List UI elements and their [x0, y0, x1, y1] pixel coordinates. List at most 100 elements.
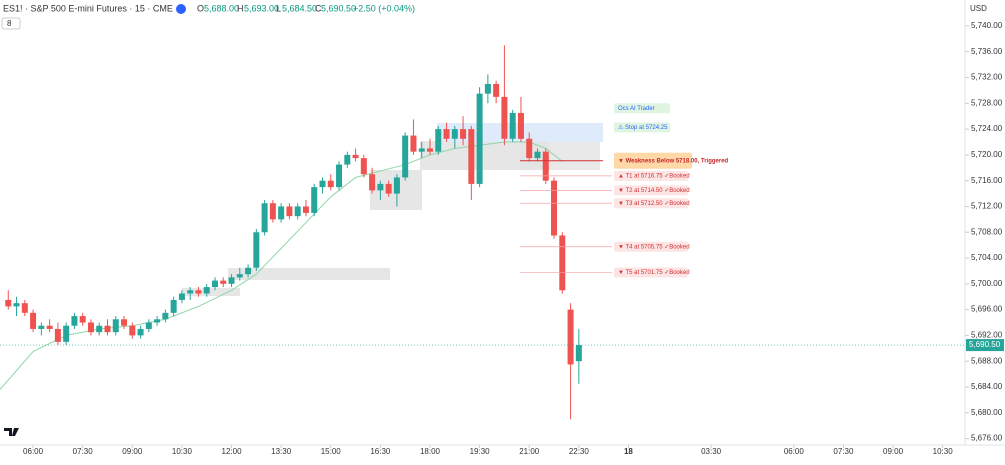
- x-tick-label: 12:00: [222, 447, 243, 456]
- candle-body: [261, 203, 268, 233]
- candle-body: [551, 180, 558, 236]
- annotation-label: ▼ T5 at 5701.75 ✓Booked: [618, 270, 690, 276]
- candle-body: [493, 83, 500, 97]
- annotation: ▲ T1 at 5716.75 ✓Booked: [520, 170, 690, 181]
- candle-body: [162, 312, 169, 320]
- o-label: O: [197, 3, 204, 13]
- annotation-label: ⚠ Stop at 5724.25: [618, 124, 668, 131]
- candle-body: [468, 129, 475, 184]
- candle-body: [369, 174, 376, 191]
- candle-body: [79, 316, 86, 323]
- y-tick-label: 5,684.00: [971, 382, 1003, 391]
- annotation-box: [614, 170, 688, 181]
- candle-body: [112, 319, 119, 333]
- candle-body: [278, 206, 285, 220]
- candle-body: [220, 280, 227, 284]
- annotation-label: ▼ Weakness Below 5718.00, Triggered: [618, 158, 729, 164]
- annotation-box: [614, 241, 688, 252]
- candle-body: [385, 183, 392, 194]
- annotation-box: [614, 185, 688, 196]
- annotation-box: [614, 122, 670, 133]
- candle-body: [410, 135, 417, 152]
- candle-body: [418, 148, 425, 152]
- x-tick-label: 10:30: [172, 447, 193, 456]
- c-label: C: [315, 3, 322, 13]
- y-tick-label: 5,720.00: [971, 150, 1003, 159]
- x-tick-label: 18:00: [420, 447, 441, 456]
- candle-body: [104, 325, 111, 333]
- candle-body: [54, 328, 61, 342]
- candle-body: [443, 129, 450, 139]
- candle-body: [211, 280, 218, 288]
- y-tick-label: 5,676.00: [971, 434, 1003, 443]
- y-tick-label: 5,732.00: [971, 73, 1003, 82]
- candle-body: [575, 345, 582, 362]
- candle-body: [87, 322, 94, 333]
- candle-body: [393, 177, 400, 194]
- l-label: L: [276, 3, 281, 13]
- currency: USD: [970, 4, 987, 13]
- h-value: 5,693.00: [244, 3, 279, 13]
- candle-body: [311, 187, 318, 213]
- candle-body: [137, 328, 144, 336]
- candle-body: [269, 203, 276, 220]
- x-tick-label: 21:00: [519, 447, 540, 456]
- badge-box[interactable]: [1, 17, 21, 30]
- candle-body: [236, 274, 243, 278]
- candle-body: [344, 154, 351, 165]
- candle-body: [336, 164, 343, 188]
- candle-body: [195, 290, 202, 294]
- candle-body: [460, 129, 467, 139]
- candle-body: [63, 325, 70, 342]
- candle-body: [71, 316, 78, 326]
- icon: [176, 4, 186, 14]
- candle-body: [377, 183, 384, 191]
- candle-body: [526, 138, 533, 159]
- x-tick-label: 07:30: [833, 447, 854, 456]
- annotation: ▼ T2 at 5714.50 ✓Booked: [520, 185, 690, 196]
- y-tick-label: 5,692.00: [971, 331, 1003, 340]
- y-tick-label: 5,716.00: [971, 176, 1003, 185]
- badge[interactable]: 8: [7, 19, 12, 28]
- candle-body: [286, 206, 293, 217]
- y-tick-label: 5,736.00: [971, 47, 1003, 56]
- annotation-box: [614, 267, 688, 278]
- y-tick-label: 5,728.00: [971, 98, 1003, 107]
- candle-body: [38, 325, 45, 329]
- y-tick-label: 5,712.00: [971, 202, 1003, 211]
- candle-body: [228, 277, 235, 284]
- x-tick-label: 07:30: [73, 447, 94, 456]
- symbol: ES1! · S&P 500 E-mini Futures · 15 · CME: [3, 3, 173, 13]
- annotation-box: [614, 103, 670, 114]
- candle-body: [154, 319, 161, 323]
- candle-body: [302, 206, 309, 213]
- candle-body: [402, 135, 409, 178]
- candle-body: [476, 93, 483, 184]
- o-value: 5,688.00: [204, 3, 239, 13]
- candle-body: [567, 309, 574, 365]
- y-tick-label: 5,740.00: [971, 21, 1003, 30]
- x-tick-label: 13:30: [271, 447, 292, 456]
- annotation: ⚠ Stop at 5724.25: [614, 122, 670, 133]
- c-value: 5,690.50: [321, 3, 356, 13]
- annotation-label: ▼ T4 at 5705.75 ✓Booked: [618, 244, 690, 250]
- l-value: 5,684.50: [282, 3, 317, 13]
- candle-body: [178, 293, 185, 300]
- zone: [182, 288, 240, 296]
- zone: [520, 142, 600, 170]
- candle-body: [294, 206, 301, 217]
- candle-body: [542, 151, 549, 181]
- annotation: ▼ T3 at 5712.50 ✓Booked: [520, 198, 690, 209]
- y-tick-label: 5,680.00: [971, 408, 1003, 417]
- change: +2.50 (+0.04%): [353, 3, 415, 13]
- y-tick-label: 5,704.00: [971, 253, 1003, 262]
- logo: [4, 428, 19, 436]
- candle-body: [21, 303, 28, 313]
- annotation: ▼ Weakness Below 5718.00, Triggered: [520, 152, 729, 169]
- y-tick-label: 5,688.00: [971, 356, 1003, 365]
- x-tick-label: 16:30: [370, 447, 391, 456]
- candle-body: [253, 232, 260, 268]
- candle-body: [435, 129, 442, 152]
- candle-body: [484, 83, 491, 94]
- candle-body: [360, 158, 367, 175]
